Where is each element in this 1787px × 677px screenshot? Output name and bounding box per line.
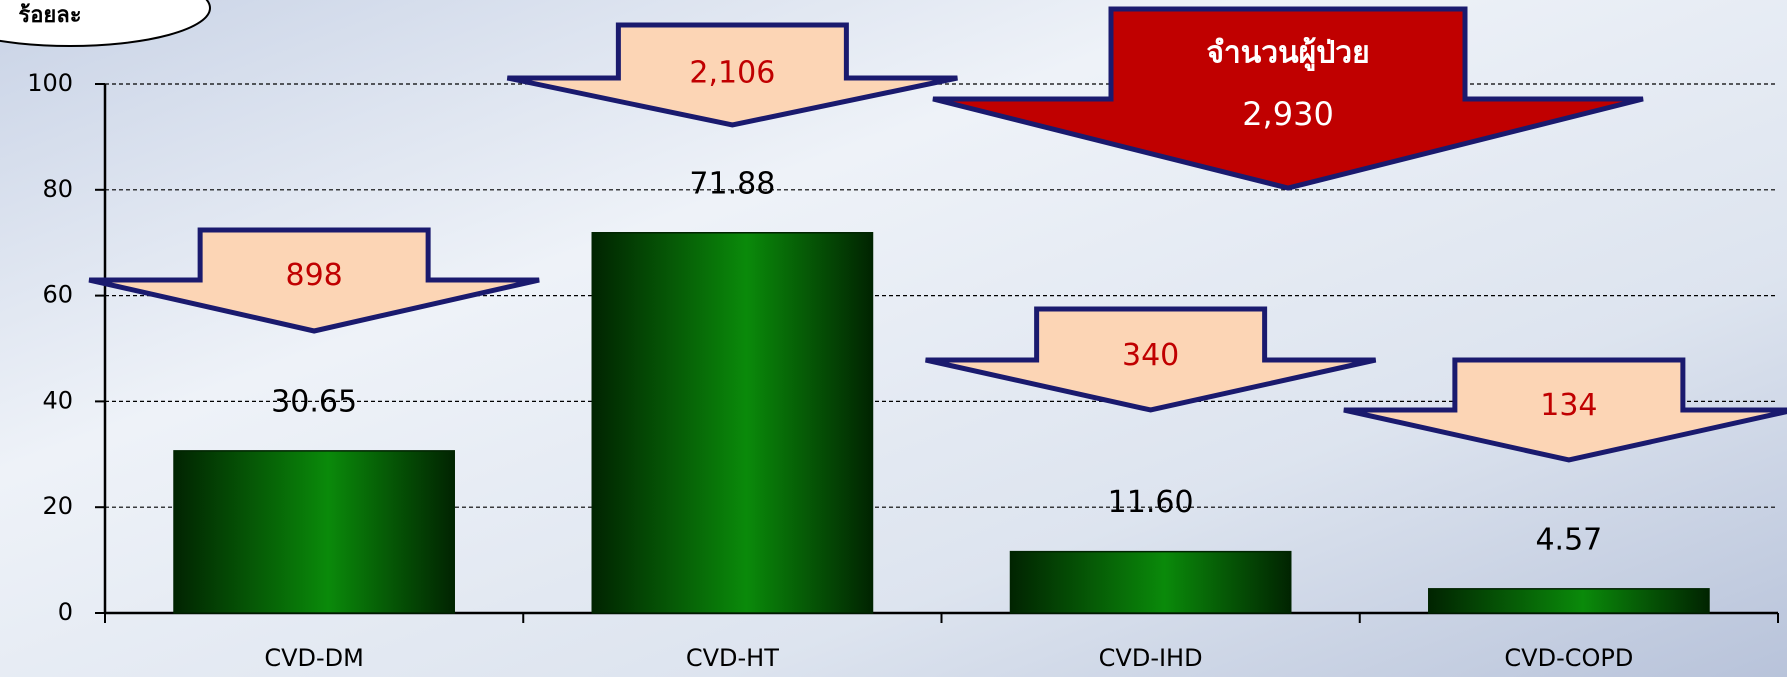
x-tick-label: CVD-DM [264,644,364,672]
count-arrow [925,306,1377,413]
count-label: 134 [1540,388,1597,423]
y-tick-label: 100 [27,69,73,97]
y-tick-label: 40 [42,386,73,414]
total-value: 2,930 [1242,95,1334,133]
value-label: 71.88 [689,166,775,201]
value-label: 4.57 [1535,522,1602,557]
value-label: 11.60 [1108,485,1194,520]
x-tick-label: CVD-HT [686,644,779,672]
bar [1428,588,1710,614]
y-tick-label: 60 [42,281,73,309]
value-label: 30.65 [271,384,357,419]
count-arrow [506,22,958,128]
ylabel-frame [0,0,211,47]
count-arrow [1343,357,1787,463]
bar [1009,550,1292,614]
total-arrow [932,6,1644,191]
count-label: 2,106 [689,56,775,91]
count-arrow [88,227,540,334]
bar [591,232,874,614]
count-label: 898 [285,258,342,293]
x-tick-label: CVD-IHD [1099,644,1203,672]
total-label: จำนวนผู้ป่วย [1206,36,1369,72]
y-tick-label: 20 [42,492,73,520]
x-tick-label: CVD-COPD [1504,644,1633,672]
y-tick-label: 0 [58,598,73,626]
count-label: 340 [1122,338,1179,373]
y-axis-label: ร้อยละ [18,3,81,28]
bar [173,450,455,614]
y-tick-label: 80 [42,175,73,203]
